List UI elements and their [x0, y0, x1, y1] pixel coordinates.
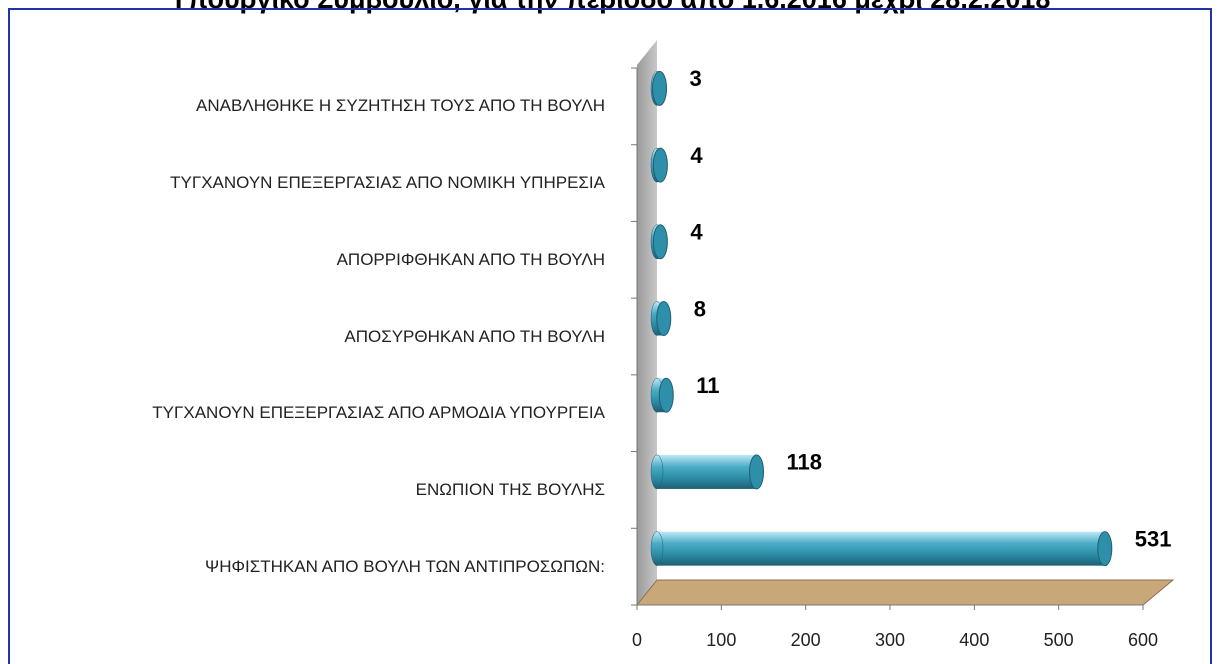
bar: [650, 454, 765, 490]
category-text: ΑΠΟΡΡΙΦΘΗΚΑΝ ΑΠΟ ΤΗ ΒΟΥΛΗ: [336, 249, 605, 269]
category-text: ΨΗΦΙΣΤΗΚΑΝ ΑΠΟ ΒΟΥΛΗ ΤΩΝ ΑΝΤΙΠΡΟΣΩΠΩΝ:: [205, 556, 605, 576]
bar: [650, 377, 674, 413]
bar: [650, 224, 668, 260]
x-tick-label: 400: [959, 630, 989, 650]
bar-cap: [658, 377, 674, 413]
bar-cap: [749, 454, 765, 490]
category-label: ΑΠΟΡΡΙΦΘΗΚΑΝ ΑΠΟ ΤΗ ΒΟΥΛΗ: [20, 246, 605, 274]
x-tick-label: 100: [706, 630, 736, 650]
chart-title: Υπουργικό Συμβούλιο, για την περίοδο από…: [0, 0, 1220, 15]
bar-body: [657, 531, 1105, 566]
category-label: ΑΝΑΒΛΗΘΗΚΕ Η ΣΥΖΗΤΗΣΗ ΤΟΥΣ ΑΠΟ ΤΗ ΒΟΥΛΗ: [20, 92, 605, 120]
bar: [650, 301, 672, 336]
value-label: 4: [690, 220, 703, 245]
bar: [650, 70, 668, 106]
category-text: ΤΥΓΧΑΝΟΥΝ ΕΠΕΞΕΡΓΑΣΙΑΣ ΑΠΟ ΝΟΜΙΚΗ ΥΠΗΡΕΣ…: [170, 173, 605, 193]
category-text: ΤΥΓΧΑΝΟΥΝ ΕΠΕΞΕΡΓΑΣΙΑΣ ΑΠΟ ΑΡΜΟΔΙΑ ΥΠΟΥΡ…: [152, 403, 605, 423]
category-label: ΤΥΓΧΑΝΟΥΝ ΕΠΕΞΕΡΓΑΣΙΑΣ ΑΠΟ ΝΟΜΙΚΗ ΥΠΗΡΕΣ…: [20, 169, 605, 197]
x-tick-label: 600: [1128, 630, 1158, 650]
value-label: 11: [696, 373, 719, 398]
bar-cap: [652, 70, 668, 106]
bar-body: [657, 454, 757, 489]
value-label: 4: [690, 143, 703, 168]
category-text: ΑΠΟΣΥΡΘΗΚΑΝ ΑΠΟ ΤΗ ΒΟΥΛΗ: [344, 326, 605, 346]
bar: [650, 531, 1113, 567]
category-text: ΑΝΑΒΛΗΘΗΚΕ Η ΣΥΖΗΤΗΣΗ ΤΟΥΣ ΑΠΟ ΤΗ ΒΟΥΛΗ: [196, 96, 605, 116]
bar-cap: [656, 301, 672, 336]
value-label: 8: [694, 296, 706, 321]
x-tick-label: 500: [1044, 630, 1074, 650]
category-text: ΕΝΩΠΙΟΝ ΤΗΣ ΒΟΥΛΗΣ: [415, 479, 605, 499]
bar-cap: [652, 147, 668, 183]
category-label: ΕΝΩΠΙΟΝ ΤΗΣ ΒΟΥΛΗΣ: [20, 476, 605, 504]
x-tick-label: 200: [791, 630, 821, 650]
frame: [8, 8, 1212, 664]
value-label: 3: [690, 66, 702, 91]
x-tick-label: 300: [875, 630, 905, 650]
category-label: ΨΗΦΙΣΤΗΚΑΝ ΑΠΟ ΒΟΥΛΗ ΤΩΝ ΑΝΤΙΠΡΟΣΩΠΩΝ:: [20, 553, 605, 581]
bar: [650, 147, 668, 183]
value-label: 118: [787, 450, 823, 475]
bar-start: [650, 531, 664, 566]
bar-cap: [1097, 531, 1113, 567]
category-label: ΑΠΟΣΥΡΘΗΚΑΝ ΑΠΟ ΤΗ ΒΟΥΛΗ: [20, 323, 605, 351]
category-label: ΤΥΓΧΑΝΟΥΝ ΕΠΕΞΕΡΓΑΣΙΑΣ ΑΠΟ ΑΡΜΟΔΙΑ ΥΠΟΥΡ…: [20, 399, 605, 427]
bar-cap: [652, 224, 668, 260]
value-label: 531: [1135, 526, 1172, 551]
x-tick-label: 0: [632, 630, 642, 650]
bar-start: [650, 454, 664, 490]
floor: [635, 579, 1175, 606]
